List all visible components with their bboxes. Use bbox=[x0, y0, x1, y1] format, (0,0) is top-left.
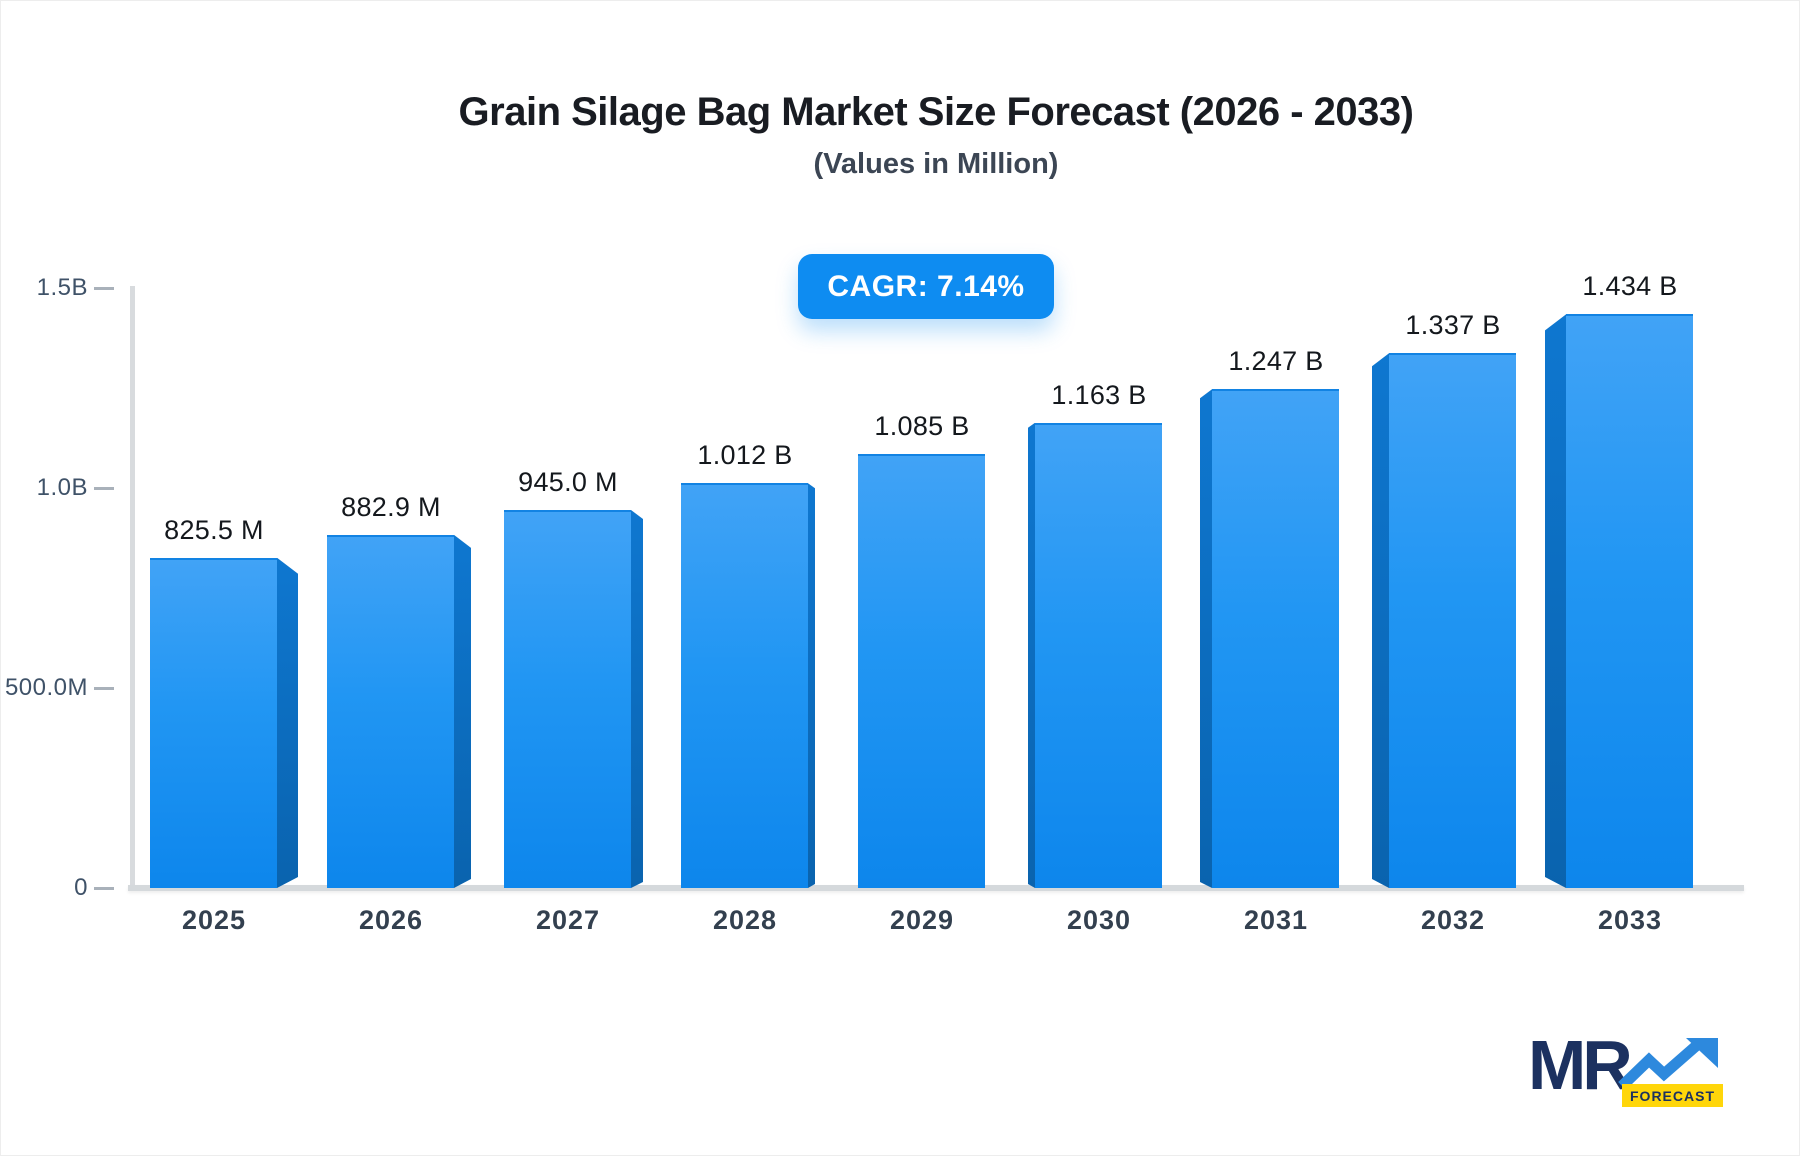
bar-2025[interactable] bbox=[150, 557, 277, 888]
bar-2029[interactable] bbox=[858, 454, 985, 888]
brand-logo: MR FORECAST bbox=[1528, 1030, 1734, 1118]
x-tick-label-2029: 2029 bbox=[889, 905, 955, 935]
y-tick-mark bbox=[94, 486, 114, 490]
bar-2033[interactable] bbox=[1566, 314, 1693, 888]
bar-side-face-2031 bbox=[1200, 389, 1212, 888]
bar-value-label: 1.247 B bbox=[1228, 346, 1324, 377]
bar-value-label: 1.085 B bbox=[874, 411, 970, 441]
logo-forecast-tag: FORECAST bbox=[1622, 1084, 1723, 1107]
bar-side-face-2032 bbox=[1372, 353, 1389, 888]
bar-2026[interactable] bbox=[327, 534, 454, 888]
chart-subtitle: (Values in Million) bbox=[813, 148, 1059, 180]
x-tick-label-2026: 2026 bbox=[358, 905, 424, 935]
x-tick-label-2033: 2033 bbox=[1597, 905, 1663, 935]
x-tick-label-2025: 2025 bbox=[181, 905, 247, 935]
bar-2027[interactable] bbox=[504, 510, 631, 888]
y-tick-label: 500.0M bbox=[4, 674, 88, 701]
x-tick-label-2031: 2031 bbox=[1243, 905, 1309, 935]
bar-value-label: 1.163 B bbox=[1051, 379, 1147, 410]
y-tick-label: 1.0B bbox=[36, 474, 88, 501]
bar-side-face-2033 bbox=[1545, 314, 1566, 888]
bar-side-face-2028 bbox=[808, 483, 815, 888]
y-tick-mark bbox=[94, 286, 114, 290]
chart-title: Grain Silage Bag Market Size Forecast (2… bbox=[458, 90, 1414, 134]
bar-value-label: 1.434 B bbox=[1582, 271, 1678, 302]
bar-side-face-2026 bbox=[454, 535, 471, 888]
y-tick-mark bbox=[94, 686, 114, 690]
bar-value-label: 1.337 B bbox=[1405, 310, 1501, 341]
x-tick-label-2028: 2028 bbox=[712, 905, 778, 935]
y-tick-label: 1.5B bbox=[36, 274, 88, 301]
bar-side-face-2030 bbox=[1028, 423, 1035, 888]
x-tick-label-2030: 2030 bbox=[1066, 905, 1132, 935]
bar-value-label: 945.0 M bbox=[518, 467, 618, 497]
bar-2032[interactable] bbox=[1389, 353, 1516, 888]
y-tick-mark bbox=[94, 886, 114, 890]
bar-value-label: 882.9 M bbox=[341, 491, 441, 522]
bar-value-label: 825.5 M bbox=[164, 514, 264, 545]
x-tick-label-2027: 2027 bbox=[535, 905, 601, 935]
logo-mr-text: MR bbox=[1528, 1026, 1633, 1104]
bar-value-label: 1.012 B bbox=[697, 440, 793, 471]
x-tick-label-2032: 2032 bbox=[1420, 905, 1486, 935]
bar-2028[interactable] bbox=[681, 483, 808, 888]
bar-side-face-2027 bbox=[631, 510, 643, 888]
x-axis-line bbox=[128, 885, 1744, 891]
logo-trend-arrow-icon bbox=[1618, 1038, 1718, 1090]
bar-side-face-2025 bbox=[277, 558, 298, 888]
y-axis-line bbox=[130, 286, 135, 890]
cagr-badge: CAGR: 7.14% bbox=[798, 254, 1054, 319]
y-tick-label: 0 bbox=[74, 874, 88, 901]
bar-2031[interactable] bbox=[1212, 389, 1339, 888]
bar-2030[interactable] bbox=[1035, 422, 1162, 888]
